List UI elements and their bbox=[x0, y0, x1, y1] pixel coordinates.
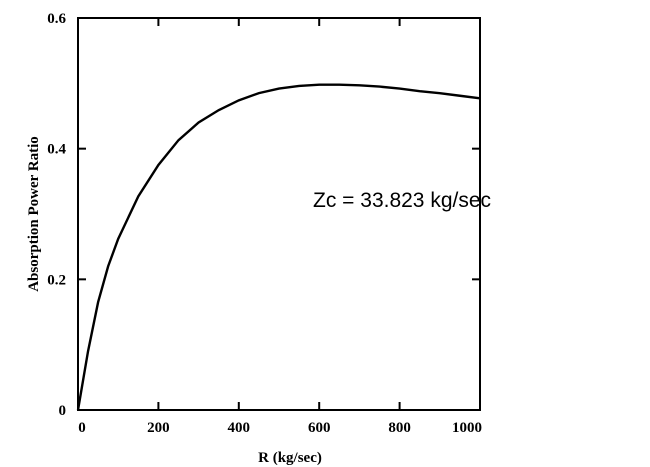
y-tick-label: 0 bbox=[59, 403, 67, 419]
x-axis-title: R (kg/sec) bbox=[258, 450, 322, 466]
y-tick-label: 0.6 bbox=[47, 11, 66, 27]
annotation-zc: Zc = 33.823 kg/sec bbox=[313, 189, 491, 212]
plot-frame bbox=[77, 17, 481, 411]
x-tick-label: 0 bbox=[78, 420, 86, 436]
y-tick-labels: 0 0.2 0.4 0.6 bbox=[47, 11, 66, 419]
x-tick-labels: 0 200 400 600 800 1000 bbox=[78, 420, 482, 436]
x-tick-label: 600 bbox=[308, 420, 331, 436]
tick-marks bbox=[78, 18, 480, 410]
x-tick-label: 400 bbox=[228, 420, 251, 436]
x-tick-label: 800 bbox=[388, 420, 411, 436]
x-tick-label: 200 bbox=[147, 420, 170, 436]
y-tick-label: 0.2 bbox=[47, 272, 66, 288]
y-axis-title: Absorption Power Ratio bbox=[26, 136, 42, 292]
x-tick-label: 1000 bbox=[452, 420, 482, 436]
y-tick-label: 0.4 bbox=[47, 142, 66, 158]
series-line bbox=[76, 83, 481, 411]
